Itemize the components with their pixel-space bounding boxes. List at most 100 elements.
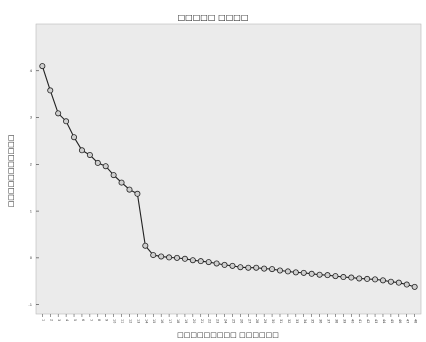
x-tick-label: 4	[65, 319, 69, 321]
data-point	[102, 163, 109, 170]
y-tick-label: 4	[30, 69, 33, 73]
y-axis: -1 0 1 2 3 4	[28, 69, 39, 307]
x-tick-label: 30	[271, 319, 275, 323]
x-tick-label: 48	[414, 319, 418, 323]
data-point	[78, 147, 85, 154]
data-point	[118, 179, 125, 186]
x-tick-label: 31	[279, 319, 283, 323]
x-tick-label: 39	[342, 319, 346, 323]
data-point	[197, 258, 204, 265]
y-tick-label: 1	[30, 209, 32, 213]
x-tick-label: 19	[184, 319, 188, 323]
x-tick-label: 45	[390, 319, 394, 323]
y-tick-label: -1	[28, 303, 32, 307]
data-point	[181, 255, 188, 262]
x-tick-label: 21	[200, 319, 204, 323]
x-tick-label: 29	[263, 319, 267, 323]
data-point	[395, 279, 402, 286]
data-point	[364, 275, 371, 282]
data-point	[126, 186, 133, 193]
data-point	[158, 253, 165, 260]
data-point	[324, 272, 331, 279]
data-point	[403, 281, 410, 288]
data-point	[269, 266, 276, 273]
data-point	[189, 257, 196, 264]
x-tick-label: 24	[224, 319, 228, 323]
data-point	[110, 172, 117, 179]
data-point	[86, 151, 93, 158]
x-tick-label: 17	[168, 319, 172, 323]
x-tick-label: 25	[231, 319, 235, 323]
x-tick-label: 6	[81, 319, 85, 321]
x-tick-label: 23	[216, 319, 220, 323]
data-point	[292, 269, 299, 276]
x-tick-label: 22	[208, 319, 212, 323]
x-tick-label: 44	[382, 319, 386, 323]
data-point	[213, 260, 220, 267]
x-tick-label: 13	[136, 319, 140, 323]
y-axis-label: □□□□□□□□□□□	[7, 135, 15, 208]
x-tick-label: 5	[73, 319, 77, 321]
x-tick-label: 33	[295, 319, 299, 323]
y-tick-label: 0	[30, 256, 33, 260]
data-point	[205, 259, 212, 266]
x-tick-label: 34	[303, 319, 307, 323]
x-tick-label: 47	[406, 319, 410, 323]
x-tick-label: 41	[358, 319, 362, 323]
data-point	[276, 267, 283, 274]
data-point	[237, 264, 244, 271]
x-tick-label: 12	[128, 319, 132, 323]
data-point	[55, 110, 62, 117]
data-point	[316, 271, 323, 278]
x-tick-label: 32	[287, 319, 291, 323]
data-point	[356, 275, 363, 282]
x-tick-label: 20	[192, 319, 196, 323]
data-point	[71, 134, 78, 141]
x-tick-label: 16	[160, 319, 164, 323]
data-point	[63, 118, 70, 125]
data-point	[340, 274, 347, 281]
data-point	[308, 270, 315, 277]
data-point	[47, 87, 54, 94]
x-tick-label: 40	[350, 319, 354, 323]
data-point	[166, 254, 173, 261]
x-tick-label: 11	[121, 319, 125, 323]
y-tick-label: 3	[30, 116, 32, 120]
y-tick-label: 2	[30, 163, 32, 167]
x-axis-label: □□□□□□□□□ □□□□□□	[177, 331, 279, 339]
x-tick-label: 42	[366, 319, 370, 323]
data-point	[94, 159, 101, 166]
data-point	[245, 264, 252, 271]
data-point	[379, 277, 386, 284]
data-point	[174, 254, 181, 261]
data-point	[387, 278, 394, 285]
x-tick-label: 37	[327, 319, 331, 323]
x-tick-label: 18	[176, 319, 180, 323]
x-axis: 1 2 3 4 5 6 7 8 9 10 11 12 13 14 15 16 17 18 19 20 21 22 23 24 2…	[41, 314, 418, 323]
data-point	[229, 262, 236, 269]
x-tick-label: 46	[398, 319, 402, 323]
x-tick-label: 14	[144, 319, 148, 323]
x-tick-label: 28	[255, 319, 259, 323]
x-tick-label: 27	[247, 319, 251, 323]
data-point	[348, 274, 355, 281]
data-point	[39, 63, 46, 70]
data-point	[253, 264, 260, 271]
x-tick-label: 1	[41, 319, 45, 321]
x-tick-label: 26	[239, 319, 243, 323]
data-point	[261, 265, 268, 272]
data-point	[411, 283, 418, 290]
x-tick-label: 2	[49, 319, 53, 321]
x-tick-label: 9	[105, 319, 109, 321]
x-tick-label: 35	[311, 319, 315, 323]
x-tick-label: 10	[113, 319, 117, 323]
plot-area	[35, 23, 422, 315]
x-tick-label: 36	[319, 319, 323, 323]
data-point	[284, 268, 291, 275]
data-point	[332, 273, 339, 280]
x-tick-label: 15	[152, 319, 156, 323]
x-tick-label: 43	[374, 319, 378, 323]
x-tick-label: 3	[57, 319, 61, 321]
eigenvalue-series	[39, 63, 418, 290]
